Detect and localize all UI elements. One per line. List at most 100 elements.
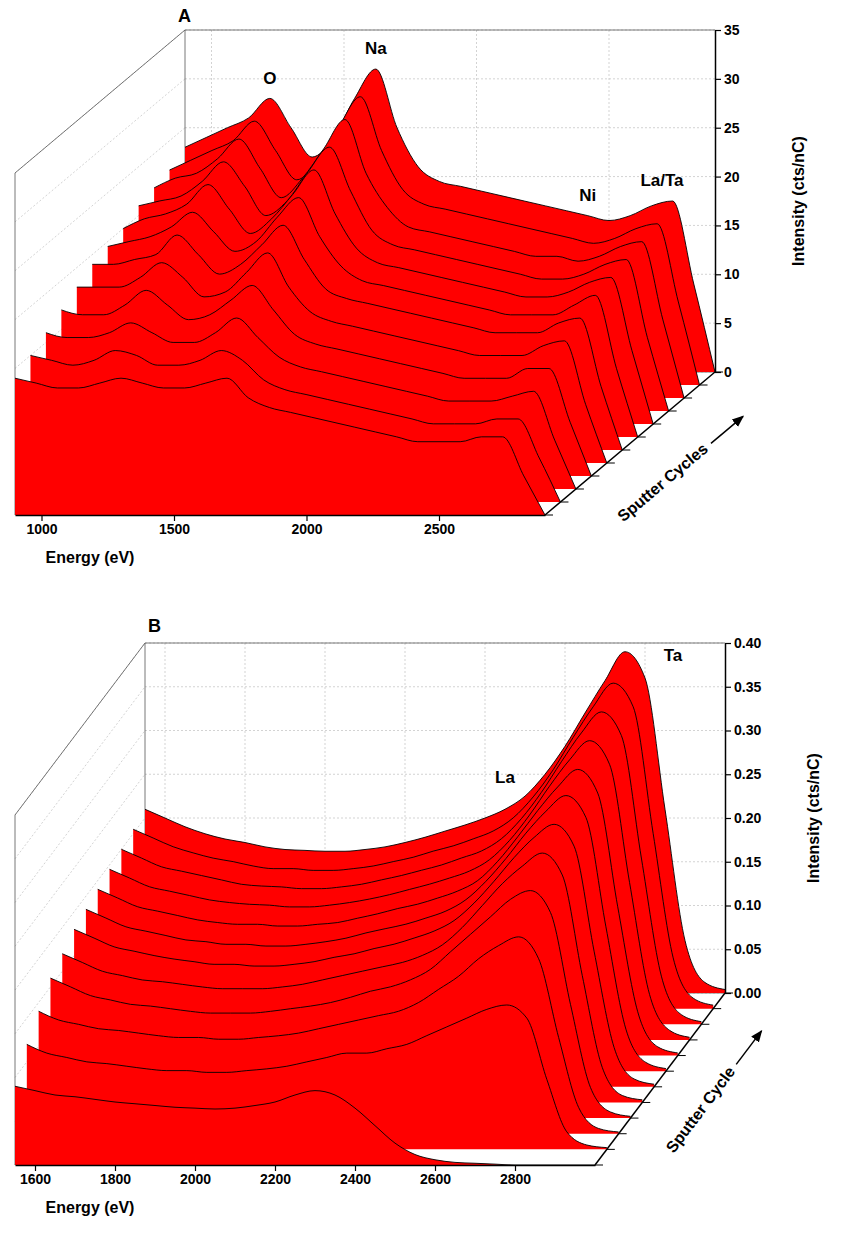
y-tick: 0.15	[725, 854, 761, 870]
y-tick-mark	[725, 818, 731, 819]
x-tick: 2500	[424, 515, 455, 537]
y-tick: 25	[715, 120, 740, 136]
y-tick-mark	[725, 949, 731, 950]
y-tick-label: 0.10	[734, 897, 761, 913]
depth-tick	[713, 1008, 721, 1009]
depth-tick	[715, 372, 723, 373]
frame-line	[15, 30, 185, 173]
y-tick-mark	[725, 730, 731, 731]
depth-tick	[560, 502, 568, 503]
x-tick: 2200	[260, 1165, 291, 1187]
spectrum-line	[15, 1086, 595, 1165]
panel-letter: A	[178, 6, 191, 26]
traces	[15, 652, 725, 1165]
depth-tick	[595, 1165, 603, 1166]
depth-arrow	[736, 1031, 761, 1065]
frame-line	[145, 643, 725, 644]
x-axis: 1600180020002200240026002800	[16, 1165, 596, 1187]
x-tick-label: 2400	[340, 1171, 371, 1187]
x-tick: 1800	[100, 1165, 131, 1187]
y-tick-label: 30	[724, 71, 740, 87]
y-tick-label: 25	[724, 120, 740, 136]
depth-tick	[619, 1133, 627, 1134]
depth-arrow	[711, 416, 743, 443]
y-tick: 15	[715, 217, 740, 233]
depth-tick	[638, 437, 646, 438]
y-tick: 0.05	[725, 941, 761, 957]
x-tick-label: 2200	[260, 1171, 291, 1187]
y-tick: 0.25	[725, 766, 761, 782]
y-tick: 0.30	[725, 722, 761, 738]
y-tick: 0.35	[725, 679, 761, 695]
grid-line	[15, 30, 185, 173]
y-tick: 0.10	[725, 897, 761, 913]
depth-tick	[653, 424, 661, 425]
x-axis-line	[16, 1165, 596, 1167]
x-tick: 2000	[291, 515, 322, 537]
annotation: La	[495, 768, 515, 787]
depth-tick	[642, 1102, 650, 1103]
x-axis: 1000 1500 2000 2500	[16, 515, 546, 537]
depth-tick	[630, 1118, 638, 1119]
x-axis-line	[16, 515, 546, 517]
x-tick-label: 2000	[291, 521, 322, 537]
y-tick-label: 5	[724, 315, 732, 331]
y-tick-label: 0.15	[734, 854, 761, 870]
depth-tick	[607, 1149, 615, 1150]
traces	[15, 69, 715, 515]
x-tick-label: 1800	[100, 1171, 131, 1187]
y-tick-mark	[725, 687, 731, 688]
y-tick-label: 0.40	[734, 635, 761, 651]
depth-tick	[725, 993, 733, 994]
y-tick-mark	[715, 30, 721, 31]
y-tick-mark	[725, 905, 731, 906]
y-tick: 0	[715, 364, 732, 380]
x-tick: 1500	[159, 515, 190, 537]
y-tick: 35	[715, 22, 740, 38]
grid	[15, 30, 715, 515]
depth-tick	[654, 1086, 662, 1087]
annotation: La/Ta	[640, 171, 684, 190]
y-tick-label: 15	[724, 217, 740, 233]
depth-tick	[700, 385, 708, 386]
y-tick-label: 0.30	[734, 722, 761, 738]
x-tick-label: 1600	[20, 1171, 51, 1187]
panel: 100015002000250005101520253035Sputter Cy…	[15, 6, 807, 566]
x-tick-label: 1000	[26, 521, 57, 537]
y-axis-title: Intensity (cts/nC)	[805, 753, 822, 883]
depth-tick	[607, 463, 615, 464]
y-tick-mark	[715, 176, 721, 177]
depth-axis-line	[595, 993, 725, 1165]
y-tick-mark	[715, 225, 721, 226]
grid-line	[15, 643, 145, 815]
y-tick: 30	[715, 71, 740, 87]
y-tick-mark	[715, 128, 721, 129]
y-tick: 0.00	[725, 985, 761, 1001]
x-tick: 2000	[180, 1165, 211, 1187]
x-tick: 1000	[26, 515, 57, 537]
depth-tick	[690, 1039, 698, 1040]
depth-label-group: Sputter Cycle	[663, 1025, 768, 1156]
depth-tick	[678, 1055, 686, 1056]
y-tick-mark	[725, 774, 731, 775]
y-tick-mark	[725, 643, 731, 644]
x-tick-label: 2800	[500, 1171, 531, 1187]
depth-axis-title: Sputter Cycle	[663, 1063, 739, 1156]
y-tick-label: 0.20	[734, 810, 761, 826]
depth-label-group: Sputter Cycles	[614, 409, 747, 525]
x-tick: 2400	[340, 1165, 371, 1187]
y-axis: 05101520253035	[715, 22, 740, 380]
x-tick-label: 1500	[159, 521, 190, 537]
annotation: Ni	[579, 186, 596, 205]
depth-tick	[701, 1024, 709, 1025]
depth-tick	[684, 398, 692, 399]
grid-line	[15, 687, 145, 859]
depth-tick	[669, 411, 677, 412]
annotation: Ta	[664, 646, 683, 665]
depth-axis-line	[545, 372, 715, 515]
y-tick: 0.40	[725, 635, 761, 651]
y-tick-label: 0.05	[734, 941, 761, 957]
grid-line	[185, 30, 715, 31]
y-tick-label: 35	[724, 22, 740, 38]
frame-line	[185, 30, 715, 31]
